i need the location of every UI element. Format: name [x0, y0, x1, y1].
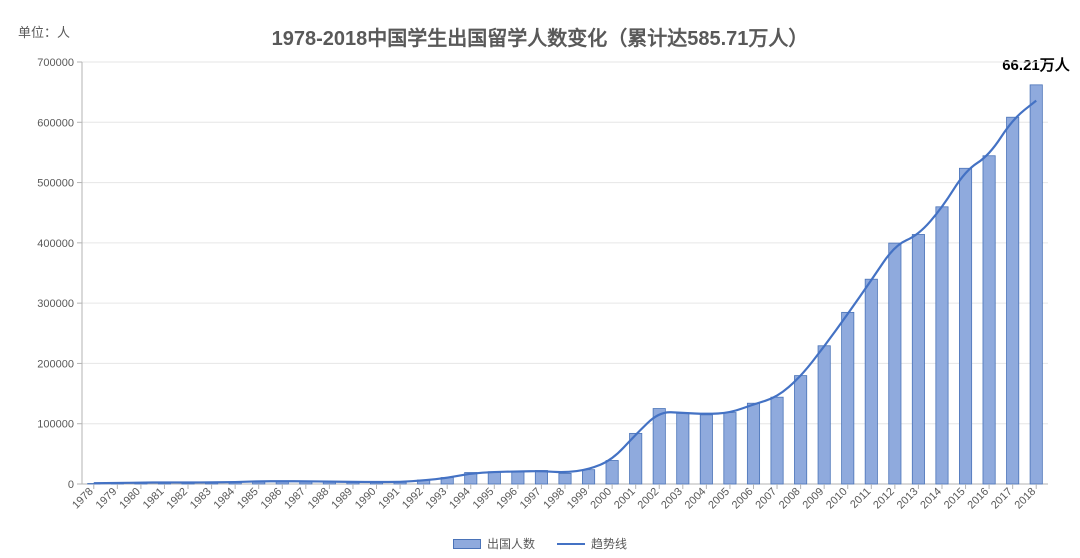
- svg-text:2001: 2001: [612, 486, 638, 512]
- svg-text:2012: 2012: [871, 486, 897, 512]
- svg-text:2010: 2010: [824, 486, 850, 512]
- svg-text:2005: 2005: [706, 486, 732, 512]
- legend: 出国人数 趋势线: [0, 535, 1080, 552]
- svg-text:1986: 1986: [259, 486, 285, 512]
- svg-text:1999: 1999: [565, 486, 591, 512]
- svg-text:2000: 2000: [588, 486, 614, 512]
- svg-text:2017: 2017: [989, 486, 1015, 512]
- svg-text:1983: 1983: [188, 486, 214, 512]
- legend-item-bar: 出国人数: [453, 535, 535, 552]
- svg-text:2018: 2018: [1013, 486, 1039, 512]
- svg-text:1991: 1991: [376, 486, 402, 512]
- svg-text:1988: 1988: [306, 486, 332, 512]
- svg-text:700000: 700000: [37, 57, 74, 69]
- svg-text:1984: 1984: [211, 486, 237, 512]
- svg-text:1994: 1994: [447, 486, 473, 512]
- svg-text:1987: 1987: [282, 486, 308, 512]
- svg-text:2008: 2008: [777, 486, 803, 512]
- legend-bar-label: 出国人数: [487, 535, 535, 552]
- svg-text:1982: 1982: [164, 486, 190, 512]
- svg-text:2014: 2014: [918, 486, 944, 512]
- svg-text:1998: 1998: [541, 486, 567, 512]
- svg-text:200000: 200000: [37, 358, 74, 370]
- bar-line-chart: 0 100000 200000 300000 400000 500000 600000 700…: [0, 0, 1078, 524]
- svg-text:1996: 1996: [494, 486, 520, 512]
- svg-text:1980: 1980: [117, 486, 143, 512]
- svg-text:2006: 2006: [730, 486, 756, 512]
- svg-text:2002: 2002: [636, 486, 662, 512]
- svg-text:100000: 100000: [37, 419, 74, 431]
- svg-text:400000: 400000: [37, 238, 74, 250]
- svg-text:300000: 300000: [37, 298, 74, 310]
- svg-text:1993: 1993: [424, 486, 450, 512]
- svg-text:1981: 1981: [141, 486, 167, 512]
- svg-text:2009: 2009: [800, 486, 826, 512]
- svg-text:2011: 2011: [848, 486, 873, 511]
- legend-line-swatch: [557, 543, 585, 545]
- svg-text:1989: 1989: [329, 486, 355, 512]
- legend-item-line: 趋势线: [557, 535, 627, 552]
- svg-text:1979: 1979: [94, 486, 120, 512]
- svg-text:500000: 500000: [37, 178, 74, 190]
- svg-text:2004: 2004: [683, 486, 709, 512]
- svg-text:1997: 1997: [518, 486, 544, 512]
- svg-text:2015: 2015: [942, 486, 968, 512]
- svg-text:1990: 1990: [353, 486, 379, 512]
- legend-line-label: 趋势线: [591, 535, 627, 552]
- svg-text:1995: 1995: [471, 486, 497, 512]
- svg-text:2007: 2007: [753, 486, 779, 512]
- svg-text:2016: 2016: [965, 486, 991, 512]
- svg-text:1992: 1992: [400, 486, 426, 512]
- svg-text:2003: 2003: [659, 486, 685, 512]
- svg-text:1985: 1985: [235, 486, 261, 512]
- legend-bar-swatch: [453, 539, 481, 549]
- svg-text:0: 0: [68, 479, 74, 491]
- svg-text:2013: 2013: [895, 486, 921, 512]
- svg-text:600000: 600000: [37, 117, 74, 129]
